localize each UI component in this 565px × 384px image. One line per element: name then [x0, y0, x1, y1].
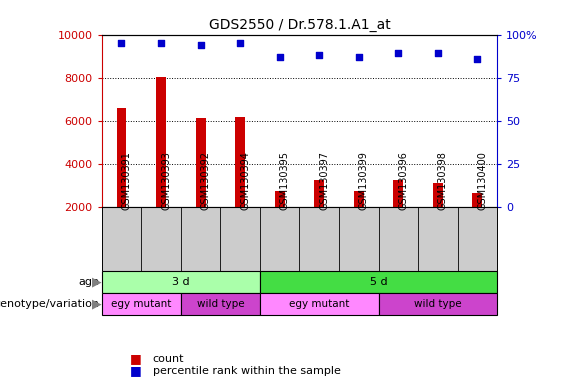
Text: GSM130395: GSM130395: [280, 151, 290, 210]
Text: age: age: [79, 277, 99, 287]
Bar: [181, 293, 260, 315]
Point: [394, 50, 403, 56]
Bar: [195, 119, 206, 207]
Text: GSM130393: GSM130393: [161, 151, 171, 210]
Bar: [260, 293, 379, 315]
Bar: [102, 271, 260, 293]
Text: ■: ■: [130, 364, 142, 377]
Text: percentile rank within the sample: percentile rank within the sample: [153, 366, 341, 376]
Bar: [102, 293, 181, 315]
Bar: [393, 180, 403, 207]
Text: GSM130397: GSM130397: [319, 151, 329, 210]
Text: GSM130391: GSM130391: [121, 151, 132, 210]
Text: GSM130399: GSM130399: [359, 151, 369, 210]
Text: egy mutant: egy mutant: [111, 299, 171, 309]
Bar: [354, 190, 364, 207]
Bar: [275, 190, 285, 207]
Point: [196, 42, 205, 48]
Point: [433, 50, 442, 56]
Bar: [156, 76, 166, 207]
Point: [354, 54, 363, 60]
Point: [473, 56, 482, 62]
Bar: [472, 193, 483, 207]
Point: [315, 52, 324, 58]
Point: [275, 54, 284, 60]
Point: [117, 40, 126, 46]
Text: wild type: wild type: [197, 299, 244, 309]
Point: [236, 40, 245, 46]
Text: wild type: wild type: [414, 299, 462, 309]
Text: ▶: ▶: [92, 275, 102, 288]
Text: GSM130398: GSM130398: [438, 151, 448, 210]
Text: egy mutant: egy mutant: [289, 299, 349, 309]
Bar: [433, 183, 443, 207]
Bar: [379, 293, 497, 315]
Title: GDS2550 / Dr.578.1.A1_at: GDS2550 / Dr.578.1.A1_at: [208, 18, 390, 32]
Bar: [314, 180, 324, 207]
Text: 3 d: 3 d: [172, 277, 190, 287]
Text: count: count: [153, 354, 184, 364]
Point: [157, 40, 166, 46]
Text: genotype/variation: genotype/variation: [0, 299, 99, 309]
Text: GSM130400: GSM130400: [477, 151, 488, 210]
Bar: [260, 271, 497, 293]
Text: GSM130396: GSM130396: [398, 151, 408, 210]
Text: 5 d: 5 d: [370, 277, 388, 287]
Bar: [235, 118, 245, 207]
Text: GSM130394: GSM130394: [240, 151, 250, 210]
Bar: [116, 108, 127, 207]
Text: ▶: ▶: [92, 297, 102, 310]
Text: ■: ■: [130, 353, 142, 366]
Text: GSM130392: GSM130392: [201, 151, 211, 210]
